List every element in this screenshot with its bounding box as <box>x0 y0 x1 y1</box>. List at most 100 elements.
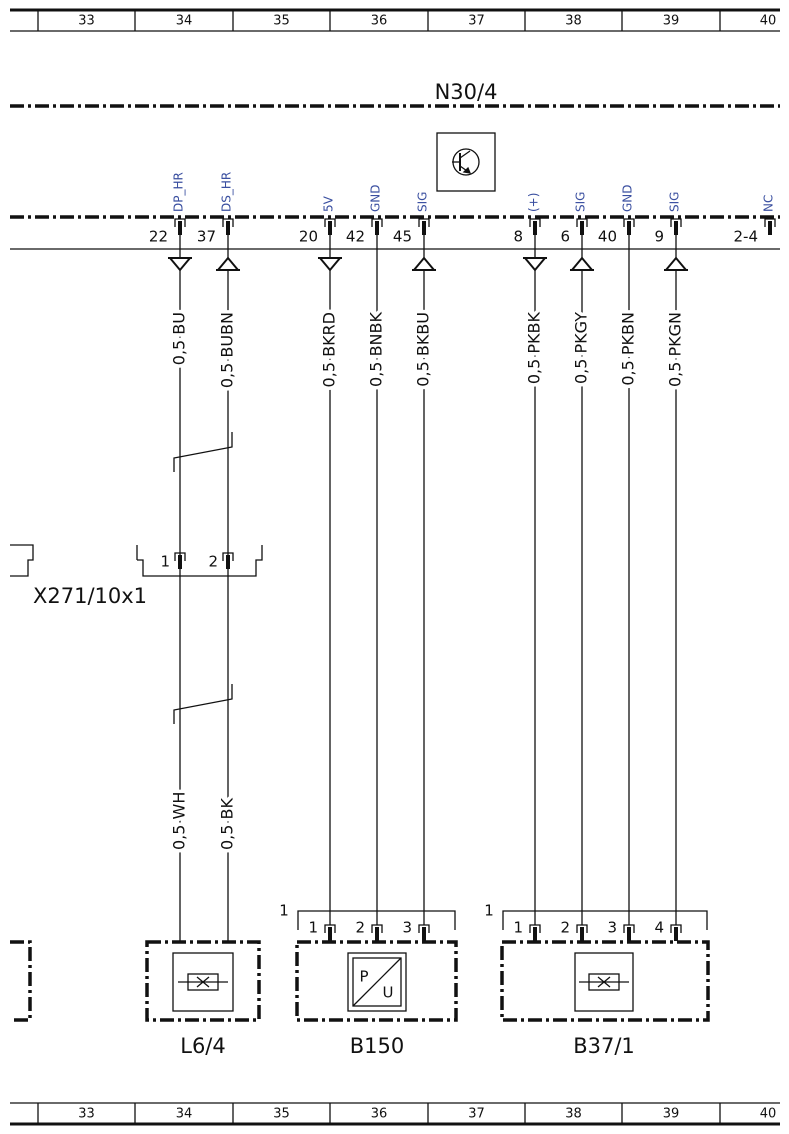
direction-marker <box>167 257 193 272</box>
icon-box <box>436 132 496 192</box>
direction-marker <box>215 256 241 271</box>
ruler-number: 36 <box>371 14 388 29</box>
component-label: B37/1 <box>573 1034 635 1058</box>
component-pin <box>670 924 682 933</box>
component-box <box>145 940 261 1022</box>
component-pin-number: 4 <box>654 919 664 937</box>
connector-housing <box>502 910 708 930</box>
component-box <box>500 940 710 1022</box>
pin-signal: GND <box>369 184 383 212</box>
ruler-number: 35 <box>273 1107 290 1122</box>
ruler-number: 34 <box>176 14 193 29</box>
component-pin-number: 1 <box>513 919 523 937</box>
pressure-icon <box>352 957 402 1007</box>
ruler-number: 40 <box>760 14 777 29</box>
component-pin-number: 2 <box>560 919 570 937</box>
pin-signal: GND <box>621 184 635 212</box>
pin-signal: SIG <box>416 192 430 212</box>
component-pin <box>623 924 635 933</box>
ruler-number: 39 <box>663 1107 680 1122</box>
connector-label: X271/10x1 <box>33 584 147 608</box>
wire-label: 0,5 BKRD <box>320 312 339 387</box>
pin-number: 37 <box>197 228 216 246</box>
component-pin <box>324 924 336 933</box>
wire-label: 0,5 BNBK <box>367 312 386 387</box>
ruler-number: 39 <box>663 14 680 29</box>
pin-signal: DP_HR <box>172 172 186 212</box>
icon-box <box>347 952 407 1012</box>
wire-label: 0,5 BU <box>170 312 189 365</box>
ruler-number: 33 <box>78 14 95 29</box>
component-pin <box>529 924 541 933</box>
pin-terminal <box>324 218 336 227</box>
icon-box <box>172 952 234 1012</box>
ruler-number: 33 <box>78 1107 95 1122</box>
component-pin <box>576 924 588 933</box>
ruler-number: 38 <box>565 1107 582 1122</box>
ruler-number: 38 <box>565 14 582 29</box>
pin-number: 40 <box>598 228 617 246</box>
connector-housing <box>10 544 34 577</box>
wire-label: 0,5 PKBN <box>619 312 638 386</box>
twist-marker <box>173 432 233 472</box>
connector-pin <box>222 552 234 561</box>
component-pin <box>371 924 383 933</box>
wire-label: 0,5 BK <box>218 797 237 850</box>
icon-letter: P <box>359 968 368 986</box>
direction-marker <box>569 256 595 271</box>
component-label: B150 <box>350 1034 405 1058</box>
wire-label: 0,5 PKGN <box>666 312 685 387</box>
sensor-icon <box>178 973 228 991</box>
ruler-number: 36 <box>371 1107 388 1122</box>
wire-label: 0,5 BUBN <box>218 312 237 388</box>
connector-number: 1 <box>484 902 494 920</box>
connector-pin-number: 1 <box>160 553 170 571</box>
ruler-number: 37 <box>468 14 485 29</box>
twist-marker <box>173 684 233 724</box>
pin-number: 22 <box>149 228 168 246</box>
component-pin-number: 2 <box>355 919 365 937</box>
pin-terminal <box>764 218 776 227</box>
pin-number: 9 <box>654 228 664 246</box>
icon-box <box>574 952 634 1012</box>
pin-terminal <box>174 218 186 227</box>
direction-marker <box>522 257 548 272</box>
direction-marker <box>411 256 437 271</box>
pin-terminal <box>371 218 383 227</box>
pin-signal: (+) <box>527 193 541 212</box>
module-label: N30/4 <box>435 80 498 104</box>
direction-marker <box>317 257 343 272</box>
pin-terminal <box>670 218 682 227</box>
pin-terminal <box>623 218 635 227</box>
connector-housing <box>136 545 263 577</box>
connector-number: 1 <box>279 902 289 920</box>
pin-number: 20 <box>299 228 318 246</box>
pin-terminal <box>222 218 234 227</box>
component-pin <box>418 924 430 933</box>
transistor-icon <box>452 148 480 176</box>
wire-label: 0,5 PKGY <box>572 312 591 384</box>
component-label: L6/4 <box>180 1034 226 1058</box>
pin-number: 2-4 <box>734 228 759 246</box>
wire-label: 0,5 BKBU <box>414 312 433 387</box>
pin-terminal <box>576 218 588 227</box>
pin-signal: NC <box>762 195 776 212</box>
pin-signal: 5V <box>322 195 336 212</box>
wire-label: 0,5 WH <box>170 792 189 850</box>
icon-letter: U <box>383 984 394 1002</box>
ruler-number: 34 <box>176 1107 193 1122</box>
ruler-number: 40 <box>760 1107 777 1122</box>
sensor-icon <box>579 973 629 991</box>
pin-number: 6 <box>560 228 570 246</box>
connector-pin-number: 2 <box>208 553 218 571</box>
pin-signal: DS_HR <box>220 172 234 212</box>
pin-signal: SIG <box>668 192 682 212</box>
pin-number: 8 <box>513 228 523 246</box>
wire-label: 0,5 PKBK <box>525 311 544 384</box>
component-pin-number: 1 <box>308 919 318 937</box>
component-box <box>295 940 458 1022</box>
component-pin-number: 3 <box>607 919 617 937</box>
connector-pin <box>174 552 186 561</box>
pressure-icon <box>352 957 402 1007</box>
